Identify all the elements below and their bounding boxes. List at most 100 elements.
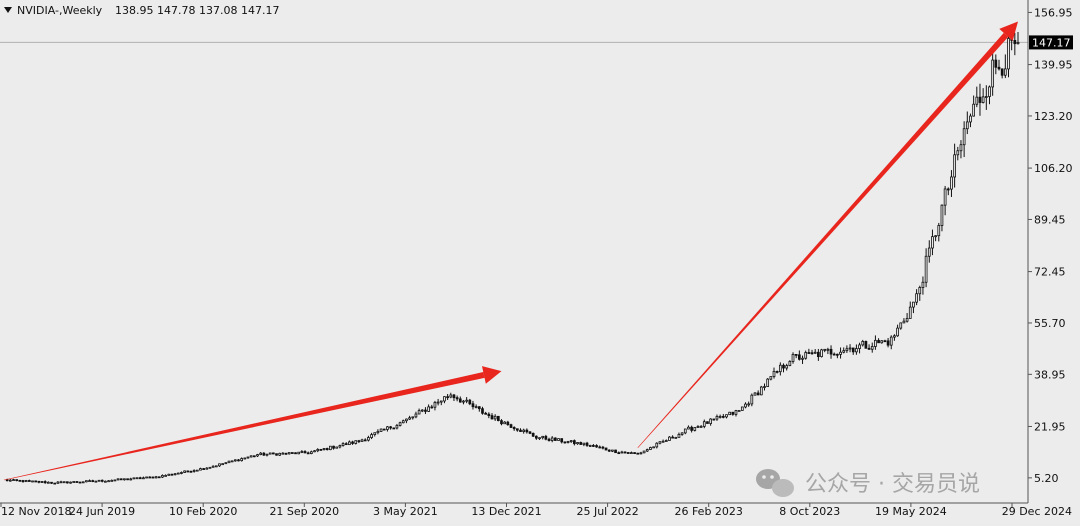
- candle-body: [870, 346, 874, 350]
- time-tick-label: 25 Jul 2022: [576, 505, 638, 518]
- candle: [420, 409, 424, 413]
- candle: [50, 481, 53, 484]
- candle: [439, 400, 443, 406]
- candle-body: [509, 424, 513, 428]
- candle: [230, 460, 234, 463]
- candle: [874, 335, 877, 350]
- candle-body: [1000, 68, 1004, 76]
- candles-layer: [5, 27, 1020, 485]
- candle-body: [671, 436, 674, 439]
- candle: [617, 451, 621, 455]
- candle-body: [135, 477, 139, 480]
- chart-header: NVIDIA-,Weekly 138.95 147.78 137.08 147.…: [4, 4, 279, 17]
- candle-body: [367, 437, 370, 441]
- candle: [319, 448, 323, 451]
- candle: [344, 442, 348, 446]
- candle-body: [734, 410, 738, 415]
- candle-body: [436, 401, 440, 404]
- candle-body: [354, 440, 358, 444]
- candle-body: [737, 410, 741, 412]
- candle-body: [344, 443, 348, 446]
- candle-body: [303, 451, 307, 454]
- candle: [123, 478, 126, 481]
- candle-body: [972, 103, 975, 117]
- candle-body: [921, 281, 925, 288]
- candle: [607, 449, 611, 452]
- candle-body: [788, 361, 792, 366]
- candle: [560, 438, 564, 444]
- candle: [157, 476, 161, 479]
- candle: [737, 410, 741, 412]
- candle: [978, 83, 982, 116]
- candle: [747, 401, 751, 407]
- candle-body: [810, 352, 814, 355]
- candle-body: [836, 353, 839, 356]
- price-tick-label: 5.20: [1034, 472, 1059, 485]
- candle: [135, 477, 139, 480]
- candle: [66, 481, 69, 484]
- candle: [59, 480, 63, 484]
- candle-body: [47, 481, 50, 484]
- candle: [569, 440, 573, 443]
- candle-body: [798, 354, 801, 360]
- candle-body: [408, 417, 411, 420]
- candle: [515, 428, 519, 432]
- candle-body: [934, 235, 937, 238]
- candle: [620, 450, 624, 454]
- candle-body: [249, 455, 253, 458]
- candle: [848, 344, 852, 353]
- collapse-triangle-icon[interactable]: [4, 7, 12, 13]
- candle-body: [633, 452, 636, 454]
- candle-body: [493, 415, 497, 420]
- candle: [984, 85, 988, 110]
- candle-body: [195, 469, 199, 472]
- candle-body: [53, 482, 57, 485]
- candle-body: [335, 446, 339, 449]
- candle-body: [119, 478, 123, 481]
- candle: [490, 413, 494, 420]
- candle-body: [740, 406, 744, 411]
- candle: [322, 448, 326, 451]
- candle: [972, 95, 975, 117]
- candle-body: [715, 416, 719, 420]
- candle-body: [322, 448, 326, 450]
- candle-body: [981, 96, 985, 103]
- candle: [715, 414, 719, 421]
- candle: [332, 445, 335, 450]
- candle: [417, 408, 421, 415]
- candle: [677, 432, 681, 438]
- candle: [953, 143, 956, 188]
- price-tick-label: 123.20: [1034, 110, 1073, 123]
- candle: [471, 400, 475, 410]
- candle: [541, 435, 545, 440]
- candle-body: [474, 406, 478, 409]
- candle-body: [823, 348, 827, 351]
- candle: [360, 438, 364, 442]
- candle: [221, 463, 224, 466]
- candle-body: [487, 413, 491, 417]
- candle-body: [240, 458, 244, 462]
- candle-body: [801, 357, 804, 360]
- candle: [100, 479, 104, 483]
- candle-body: [325, 448, 329, 451]
- candle: [69, 481, 72, 484]
- candle-body: [329, 445, 332, 451]
- candle: [877, 338, 880, 344]
- candle-body: [386, 426, 389, 430]
- candle: [452, 393, 456, 402]
- candle: [424, 407, 427, 415]
- price-tick-label: 55.70: [1034, 317, 1066, 330]
- candle-body: [709, 418, 712, 424]
- candle: [744, 402, 747, 409]
- candle: [804, 350, 808, 360]
- candle: [699, 424, 703, 428]
- candle-body: [522, 429, 526, 432]
- candle: [680, 432, 684, 436]
- time-tick-label: 13 Dec 2021: [471, 505, 541, 518]
- candle-body: [490, 415, 494, 420]
- candle-body: [484, 412, 488, 415]
- candle-body: [56, 481, 60, 484]
- candle: [78, 481, 82, 484]
- candle-body: [281, 452, 285, 455]
- candle-body: [820, 349, 823, 358]
